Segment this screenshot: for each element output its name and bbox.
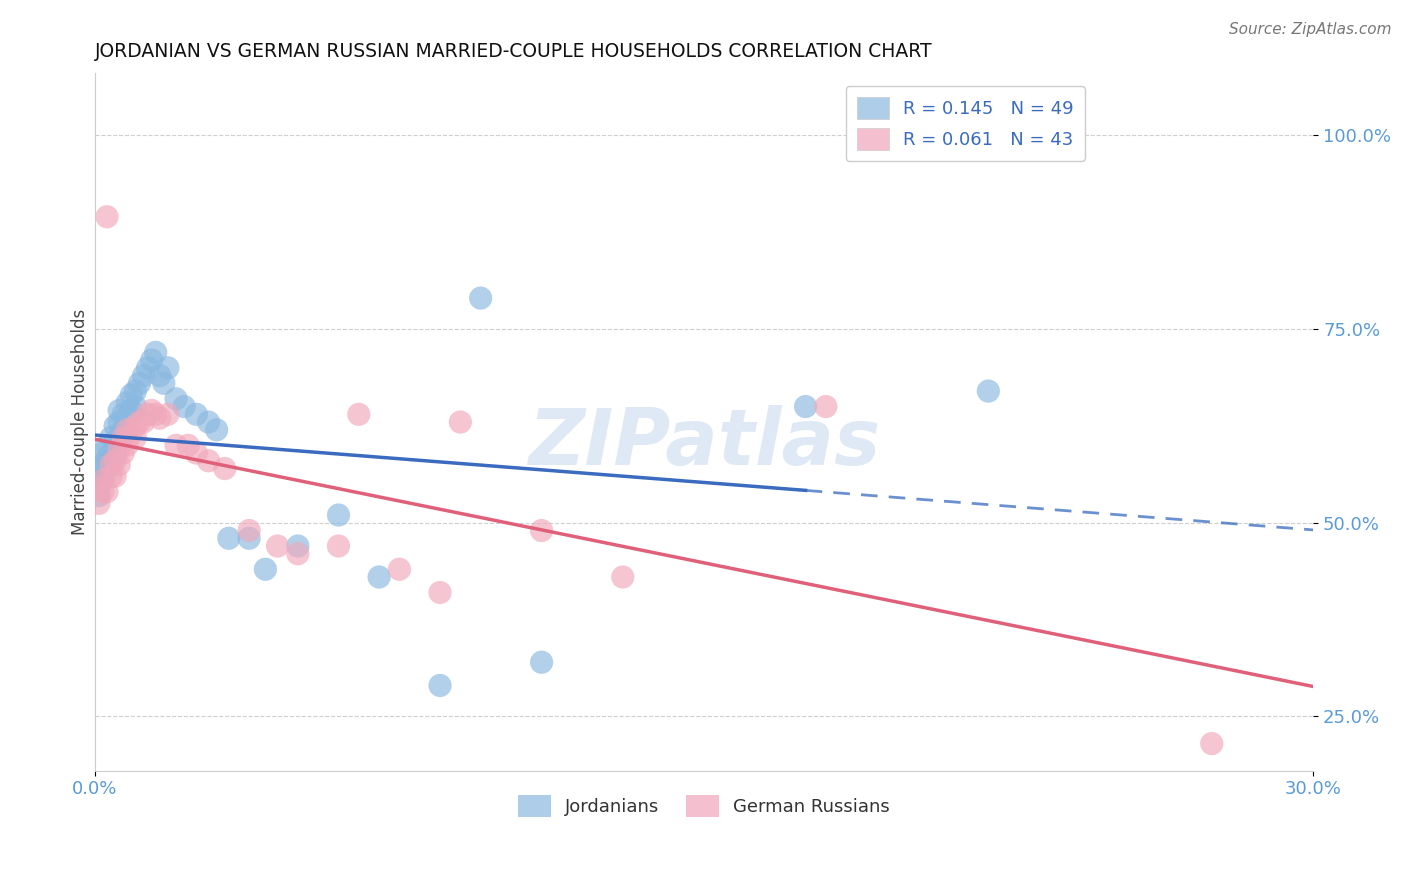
Point [214,461,236,475]
Point [117,395,139,409]
Point [87,477,110,491]
Point [429,678,451,692]
Point [117,423,139,437]
Point [117,438,139,452]
Point [145,345,167,359]
Legend: Jordanians, German Russians: Jordanians, German Russians [510,788,897,824]
Point [96,438,118,452]
Point [205,423,228,437]
Point [238,524,260,538]
Point [87,466,110,480]
Point [117,411,139,425]
Point [104,419,127,434]
Point [1201,737,1223,751]
Point [91,473,114,487]
Point [165,392,187,406]
Point [112,446,135,460]
Point [132,415,155,429]
Point [197,454,219,468]
Point [141,353,163,368]
Point [197,415,219,429]
Point [287,547,309,561]
Point [128,415,150,429]
Point [287,539,309,553]
Point [91,473,114,487]
Point [96,210,118,224]
Point [104,454,127,468]
Point [120,426,142,441]
Point [96,461,118,475]
Point [470,291,492,305]
Point [124,431,146,445]
Point [149,411,172,425]
Point [112,431,135,445]
Point [238,531,260,545]
Point [120,403,142,417]
Point [814,400,837,414]
Point [100,431,122,445]
Point [112,407,135,421]
Point [156,360,179,375]
Point [977,384,1000,398]
Point [136,360,159,375]
Point [328,508,350,522]
Point [108,403,131,417]
Point [120,388,142,402]
Point [100,454,122,468]
Point [108,415,131,429]
Point [328,539,350,553]
Y-axis label: Married-couple Households: Married-couple Households [72,309,89,535]
Point [429,585,451,599]
Point [104,446,127,460]
Point [254,562,277,576]
Point [100,458,122,472]
Point [91,484,114,499]
Point [132,368,155,383]
Point [96,450,118,464]
Point [87,489,110,503]
Point [108,431,131,445]
Point [149,368,172,383]
Point [104,434,127,449]
Point [156,407,179,421]
Point [530,655,553,669]
Point [100,469,122,483]
Point [128,376,150,391]
Point [124,400,146,414]
Point [530,524,553,538]
Point [388,562,411,576]
Point [108,442,131,457]
Point [104,469,127,483]
Text: ZIPatlas: ZIPatlas [527,405,880,481]
Point [136,407,159,421]
Point [96,484,118,499]
Point [266,539,288,553]
Point [612,570,634,584]
Point [218,531,240,545]
Point [186,446,208,460]
Point [177,438,200,452]
Point [186,407,208,421]
Point [165,438,187,452]
Text: JORDANIAN VS GERMAN RUSSIAN MARRIED-COUPLE HOUSEHOLDS CORRELATION CHART: JORDANIAN VS GERMAN RUSSIAN MARRIED-COUP… [94,42,932,61]
Point [91,458,114,472]
Point [141,403,163,417]
Point [87,496,110,510]
Point [347,407,370,421]
Point [145,407,167,421]
Point [108,458,131,472]
Point [173,400,195,414]
Point [91,446,114,460]
Point [153,376,176,391]
Point [449,415,471,429]
Point [124,384,146,398]
Point [87,481,110,495]
Point [368,570,391,584]
Point [112,423,135,437]
Point [124,419,146,434]
Point [794,400,817,414]
Text: Source: ZipAtlas.com: Source: ZipAtlas.com [1229,22,1392,37]
